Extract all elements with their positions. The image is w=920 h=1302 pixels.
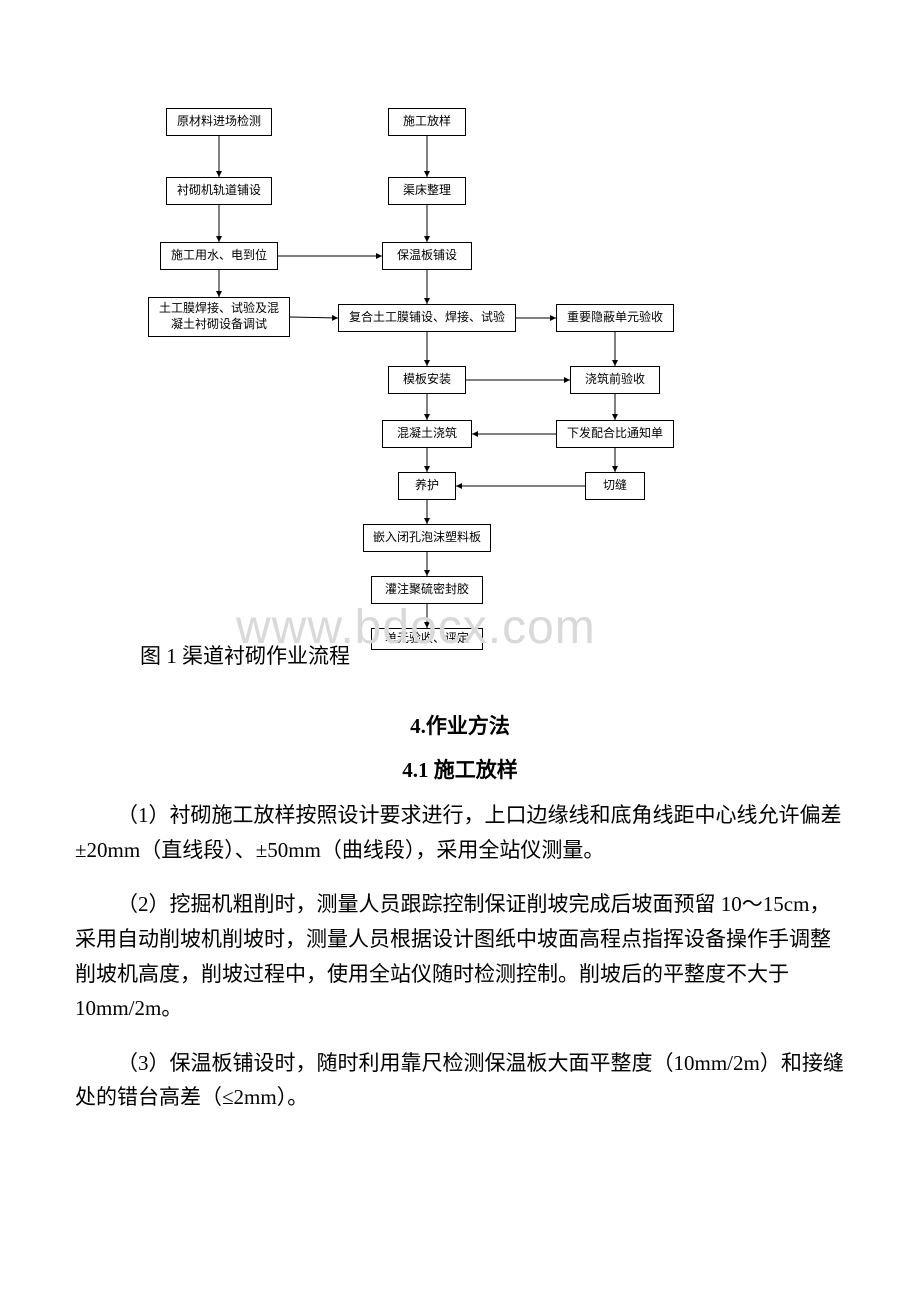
flowchart-node: 衬砌机轨道铺设 — [166, 177, 272, 205]
paragraph-1: （1）衬砌施工放样按照设计要求进行，上口边缘线和底角线距中心线允许偏差±20mm… — [75, 798, 845, 867]
flowchart-node: 切缝 — [585, 472, 645, 500]
flowchart-node: 模板安装 — [388, 366, 466, 394]
flowchart-node: 养护 — [398, 472, 456, 500]
flowchart-node: 嵌入闭孔泡沫塑料板 — [363, 524, 491, 552]
flowchart-node: 下发配合比通知单 — [556, 420, 674, 448]
flowchart-node: 原材料进场检测 — [166, 108, 272, 136]
flowchart-node: 浇筑前验收 — [570, 366, 660, 394]
flowchart-node: 重要隐蔽单元验收 — [556, 304, 674, 332]
flowchart: 原材料进场检测衬砌机轨道铺设施工用水、电到位土工膜焊接、试验及混凝土衬砌设备调试… — [0, 0, 920, 630]
flowchart-node: 保温板铺设 — [382, 242, 472, 270]
flowchart-node: 施工用水、电到位 — [160, 242, 278, 270]
watermark: www.bdocx.com — [236, 600, 596, 655]
flowchart-node: 施工放样 — [388, 108, 466, 136]
flowchart-node: 复合土工膜铺设、焊接、试验 — [338, 304, 516, 332]
paragraph-3: （3）保温板铺设时，随时利用靠尺检测保温板大面平整度（10mm/2m）和接缝处的… — [75, 1046, 845, 1115]
heading-4-1: 4.1 施工放样 — [0, 754, 920, 784]
flowchart-node: 混凝土浇筑 — [382, 420, 472, 448]
flowchart-node: 土工膜焊接、试验及混凝土衬砌设备调试 — [148, 297, 290, 337]
paragraph-2: （2）挖掘机粗削时，测量人员跟踪控制保证削坡完成后坡面预留 10～15cm，采用… — [75, 887, 845, 1026]
heading-4: 4.作业方法 — [0, 710, 920, 740]
flowchart-node: 渠床整理 — [388, 177, 466, 205]
